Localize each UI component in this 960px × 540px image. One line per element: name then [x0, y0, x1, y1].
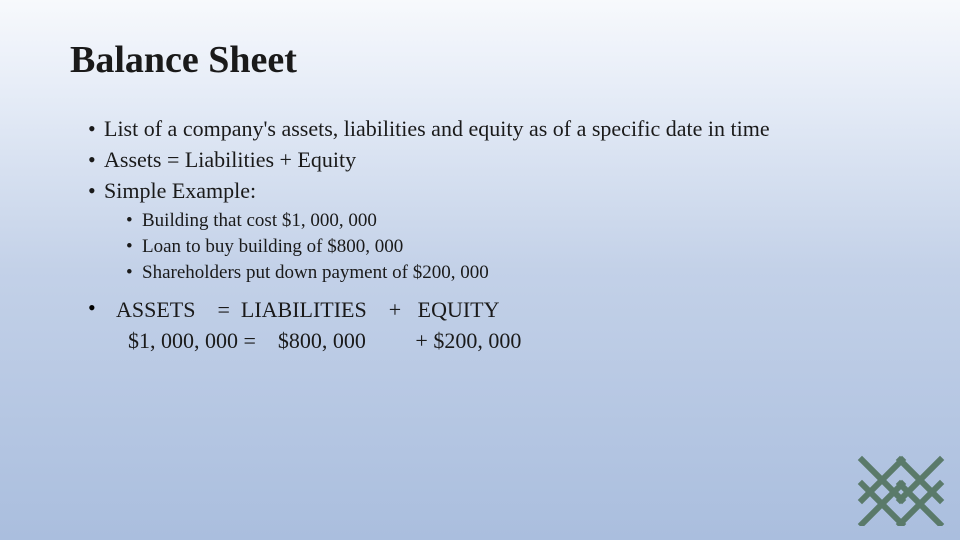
sub-bullet-item: Shareholders put down payment of $200, 0… — [126, 260, 890, 286]
slide-title: Balance Sheet — [70, 38, 890, 82]
cross-pattern-icon — [856, 454, 946, 526]
main-bullet-list: List of a company's assets, liabilities … — [70, 114, 890, 206]
equation-block: • ASSETS = LIABILITIES + EQUITY $1, 000,… — [70, 295, 890, 357]
bullet-item: Assets = Liabilities + Equity — [88, 145, 890, 176]
sub-bullet-item: Building that cost $1, 000, 000 — [126, 208, 890, 234]
bullet-item: Simple Example: — [88, 176, 890, 207]
sub-bullet-list: Building that cost $1, 000, 000 Loan to … — [70, 208, 890, 285]
equation-header-line: ASSETS = LIABILITIES + EQUITY — [116, 295, 890, 326]
equation-values-line: $1, 000, 000 = $800, 000 + $200, 000 — [116, 326, 890, 357]
bullet-item: List of a company's assets, liabilities … — [88, 114, 890, 145]
equation-content: ASSETS = LIABILITIES + EQUITY $1, 000, 0… — [88, 295, 890, 357]
slide-container: Balance Sheet List of a company's assets… — [0, 0, 960, 357]
sub-bullet-item: Loan to buy building of $800, 000 — [126, 234, 890, 260]
bullet-marker: • — [88, 295, 96, 321]
